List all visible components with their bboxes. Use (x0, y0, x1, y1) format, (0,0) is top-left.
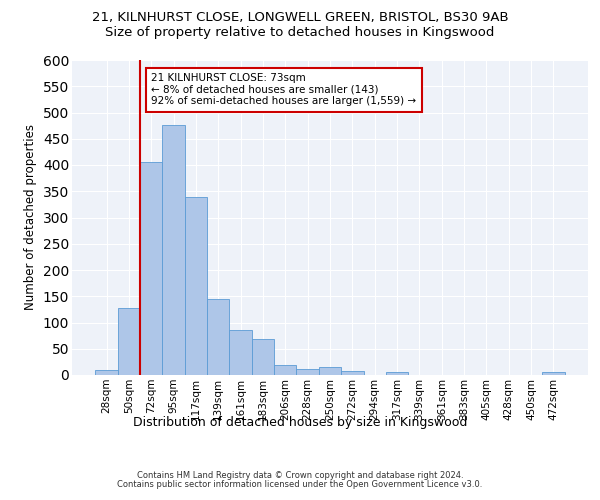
Text: Contains HM Land Registry data © Crown copyright and database right 2024.: Contains HM Land Registry data © Crown c… (137, 471, 463, 480)
Text: Size of property relative to detached houses in Kingswood: Size of property relative to detached ho… (106, 26, 494, 39)
Bar (118, 308, 140, 375)
Bar (229, 330, 252, 375)
Bar (163, 125, 185, 375)
Text: 21, KILNHURST CLOSE, LONGWELL GREEN, BRISTOL, BS30 9AB: 21, KILNHURST CLOSE, LONGWELL GREEN, BRI… (92, 11, 508, 24)
Bar (386, 372, 408, 375)
Bar (542, 372, 565, 375)
Bar (252, 340, 274, 375)
Bar (296, 368, 319, 375)
Bar (185, 196, 207, 375)
Y-axis label: Number of detached properties: Number of detached properties (24, 124, 37, 310)
Text: 21 KILNHURST CLOSE: 73sqm
← 8% of detached houses are smaller (143)
92% of semi-: 21 KILNHURST CLOSE: 73sqm ← 8% of detach… (151, 73, 416, 106)
Bar (341, 371, 364, 375)
Bar (207, 299, 229, 375)
Bar (140, 162, 163, 375)
Bar (274, 365, 296, 375)
Bar (319, 367, 341, 375)
Text: Distribution of detached houses by size in Kingswood: Distribution of detached houses by size … (133, 416, 467, 429)
Bar (95, 370, 118, 375)
Text: Contains public sector information licensed under the Open Government Licence v3: Contains public sector information licen… (118, 480, 482, 489)
